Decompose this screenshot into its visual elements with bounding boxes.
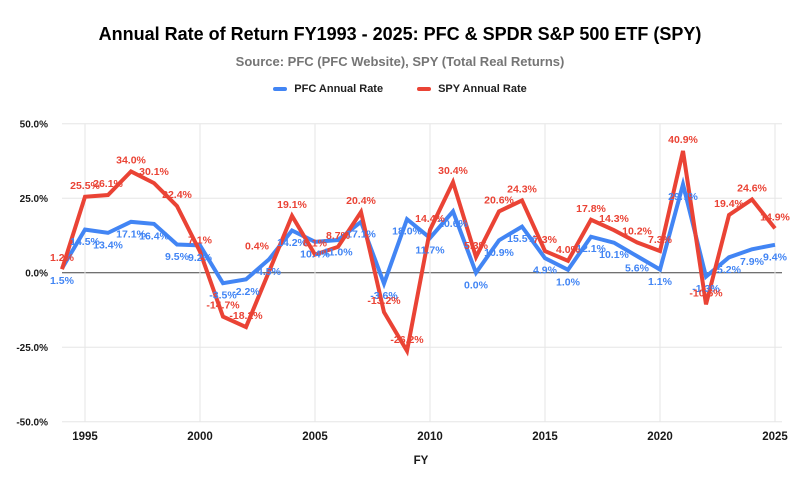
pfc-data-label: 0.0% (464, 279, 489, 291)
pfc-data-label: 14.5% (70, 236, 100, 248)
pfc-data-label: -3.6% (370, 290, 398, 302)
pfc-data-label: 17.1% (116, 228, 146, 240)
pfc-data-label: 4.9% (533, 265, 558, 277)
pfc-data-label: 1.1% (648, 276, 673, 288)
x-axis-tick-label: 2025 (762, 431, 788, 443)
spy-data-label: 14.9% (760, 211, 790, 223)
pfc-line (60, 176, 776, 290)
pfc-data-label: 10.9% (484, 247, 514, 259)
pfc-data-label: 9.2% (188, 252, 213, 264)
spy-data-label: 24.6% (737, 182, 767, 194)
pfc-data-label: 10.1% (599, 249, 629, 261)
spy-data-label: 14.3% (599, 213, 629, 225)
pfc-data-label: 13.4% (93, 239, 123, 251)
legend-item-spy: SPY Annual Rate (417, 83, 527, 95)
pfc-data-label: 29.7% (668, 191, 698, 203)
spy-data-label: -26.2% (390, 334, 424, 346)
spy-data-label: 30.1% (139, 166, 169, 178)
legend-label-pfc: PFC Annual Rate (294, 83, 384, 95)
pfc-data-label: -1.3% (692, 283, 720, 295)
x-axis-tick-label: 2010 (417, 431, 443, 443)
x-axis-tick-label: 2020 (647, 431, 673, 443)
x-axis-tick-label: 2000 (187, 431, 213, 443)
spy-data-label: 24.3% (507, 183, 537, 195)
pfc-data-label: 9.4% (763, 251, 788, 263)
spy-data-label: 40.9% (668, 134, 698, 146)
chart-subtitle: Source: PFC (PFC Website), SPY (Total Re… (235, 54, 565, 69)
pfc-data-label: 12.1% (576, 243, 606, 255)
spy-data-label: -10.6% (689, 287, 723, 299)
spy-data-label: -13.2% (367, 295, 401, 307)
pfc-data-label: 11.0% (323, 247, 353, 259)
spy-line-marker-icon (417, 87, 432, 91)
pfc-data-label: 5.6% (625, 263, 650, 275)
pfc-data-label: 20.6% (438, 218, 468, 230)
legend-item-pfc: PFC Annual Rate (273, 83, 383, 95)
chart-legend: PFC Annual Rate SPY Annual Rate (0, 83, 800, 95)
spy-data-label: 19.1% (277, 199, 307, 211)
spy-data-label: 4.0% (556, 244, 581, 256)
pfc-data-label: 5.2% (717, 264, 742, 276)
spy-data-label: 34.0% (116, 154, 146, 166)
pfc-data-label: 9.5% (165, 251, 190, 263)
spy-data-label: 19.4% (714, 198, 744, 210)
y-axis-tick-label: -50.0% (16, 417, 48, 428)
pfc-data-label: 16.4% (139, 230, 169, 242)
y-axis-tick-label: -25.0% (16, 343, 48, 354)
legend-label-spy: SPY Annual Rate (438, 83, 527, 95)
pfc-data-label: 11.7% (415, 244, 445, 256)
pfc-data-label: 18.0% (392, 226, 422, 238)
pfc-data-label: 4.5% (257, 266, 282, 278)
spy-data-label: 7.1% (188, 235, 213, 247)
y-axis-tick-label: 0.0% (25, 268, 48, 279)
pfc-data-label: 17.1% (346, 228, 376, 240)
y-axis-tick-label: 50.0% (20, 119, 48, 130)
spy-data-label: 0.4% (245, 241, 270, 253)
spy-data-label: 30.4% (438, 165, 468, 177)
x-axis-title: FY (414, 455, 429, 467)
spy-data-label: -14.7% (206, 300, 240, 312)
spy-data-label: 20.4% (346, 195, 376, 207)
spy-data-label: 10.2% (622, 225, 652, 237)
pfc-data-label: 7.9% (740, 256, 765, 268)
spy-data-label: 7.3% (648, 234, 673, 246)
pfc-data-label: 15.5% (507, 233, 537, 245)
spy-data-label: 8.7% (326, 230, 351, 242)
spy-line (60, 150, 777, 357)
spy-data-label: 1.2% (50, 252, 75, 264)
spy-data-label: -18.2% (229, 310, 263, 322)
pfc-data-label: -2.2% (232, 286, 260, 298)
pfc-line-marker-icon (273, 87, 288, 91)
spy-data-label: 20.6% (484, 194, 514, 206)
spy-data-label: 5.3% (464, 240, 489, 252)
x-axis-tick-label: 2005 (302, 431, 328, 443)
spy-data-label: 14.4% (415, 213, 445, 225)
spy-data-label: 17.8% (576, 203, 606, 215)
pfc-data-label: 14.2% (277, 237, 307, 249)
pfc-data-label: 10.4% (300, 248, 330, 260)
spy-data-label: 26.1% (93, 178, 123, 190)
y-axis-tick-label: 25.0% (20, 194, 48, 205)
x-axis-tick-label: 2015 (532, 431, 558, 443)
pfc-data-label: 1.0% (556, 276, 581, 288)
spy-data-label: 7.3% (533, 234, 558, 246)
pfc-data-label: -3.5% (209, 290, 237, 302)
spy-data-label: 22.4% (162, 189, 192, 201)
chart-title: Annual Rate of Return FY1993 - 2025: PFC… (98, 24, 702, 44)
pfc-data-label: 1.5% (50, 275, 75, 287)
spy-data-label: 25.5% (70, 180, 100, 192)
spy-data-label: 6.1% (303, 238, 328, 250)
x-axis-tick-label: 1995 (72, 431, 98, 443)
